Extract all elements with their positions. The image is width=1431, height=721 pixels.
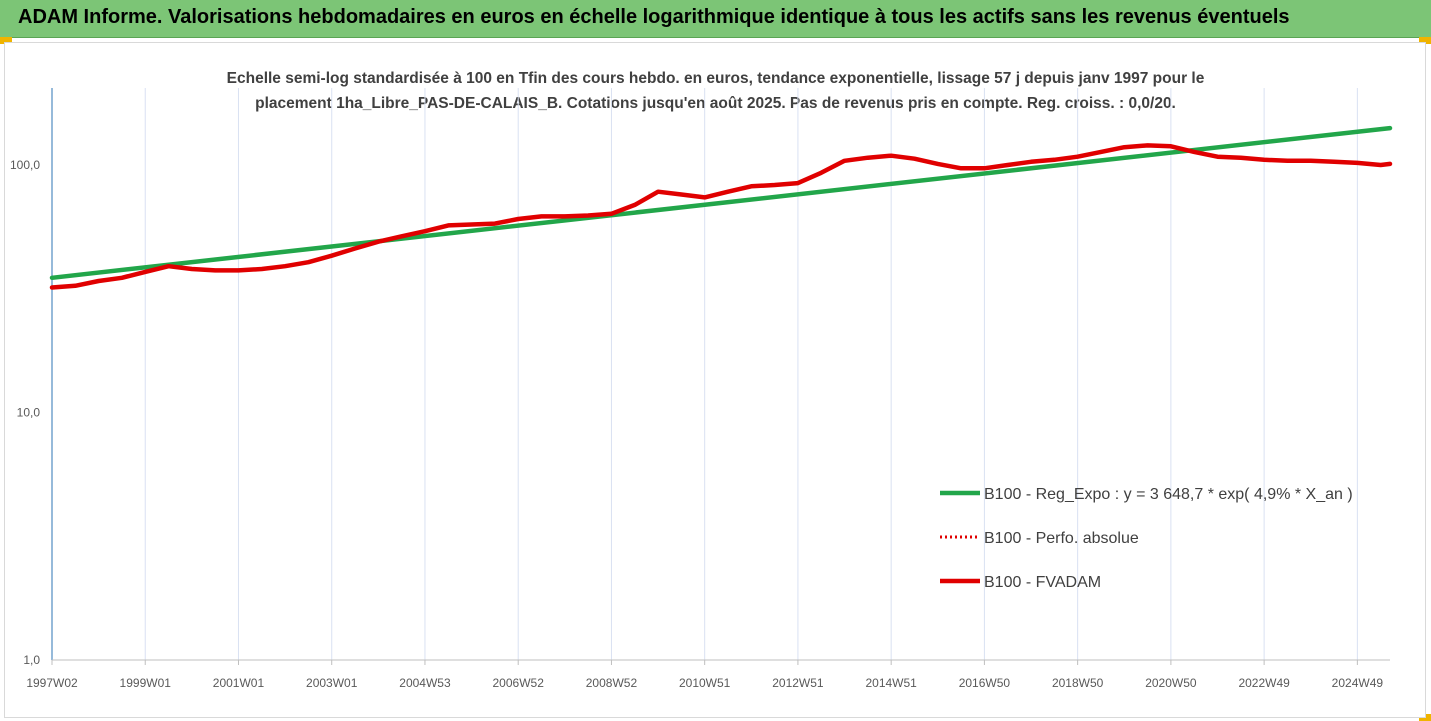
x-tick-label: 2010W51 <box>679 676 731 690</box>
x-tick-label: 2018W50 <box>1052 676 1104 690</box>
header-bar: ADAM Informe. Valorisations hebdomadaire… <box>0 0 1431 38</box>
header-title: ADAM Informe. Valorisations hebdomadaire… <box>18 6 1290 28</box>
x-tick-label: 2006W52 <box>493 676 545 690</box>
series-layer <box>49 125 1393 290</box>
corner-accent-left <box>0 37 12 44</box>
legend: B100 - Reg_Expo : y = 3 648,7 * exp( 4,9… <box>940 486 1353 591</box>
grid-layer <box>144 88 1358 660</box>
y-tick-label: 1,0 <box>23 653 40 667</box>
x-tick-label: 2020W50 <box>1145 676 1197 690</box>
x-tick-label: 2003W01 <box>306 676 358 690</box>
x-tick-label: 2016W50 <box>959 676 1011 690</box>
chart-title-line-1: Echelle semi-log standardisée à 100 en T… <box>226 70 1205 87</box>
x-tick-label: 2008W52 <box>586 676 638 690</box>
x-tick-label: 2024W49 <box>1332 676 1384 690</box>
series-line-0 <box>49 125 1393 281</box>
x-tick-label: 2004W53 <box>399 676 451 690</box>
legend-label-1: B100 - Perfo. absolue <box>984 530 1139 547</box>
legend-label-2: B100 - FVADAM <box>984 574 1101 591</box>
corner-accent-right <box>1419 37 1431 44</box>
legend-label-0: B100 - Reg_Expo : y = 3 648,7 * exp( 4,9… <box>984 486 1353 503</box>
x-tick-label: 1999W01 <box>120 676 172 690</box>
chart-title: Echelle semi-log standardisée à 100 en T… <box>0 66 1431 116</box>
y-tick-label: 100,0 <box>10 158 40 172</box>
x-tick-label: 2022W49 <box>1238 676 1290 690</box>
x-tick-label: 1997W02 <box>26 676 78 690</box>
x-tick-label: 2014W51 <box>865 676 917 690</box>
series-line-2 <box>49 143 1393 290</box>
x-tick-label: 2012W51 <box>772 676 824 690</box>
y-tick-label: 10,0 <box>17 406 41 420</box>
x-tick-label: 2001W01 <box>213 676 265 690</box>
chart-frame <box>4 42 1426 718</box>
chart-title-line-2: placement 1ha_Libre_PAS-DE-CALAIS_B. Cot… <box>255 95 1176 112</box>
axis-layer: 1997W02 1999W01 2001W01 2003W01 2004W53 2006W… <box>10 88 1390 690</box>
